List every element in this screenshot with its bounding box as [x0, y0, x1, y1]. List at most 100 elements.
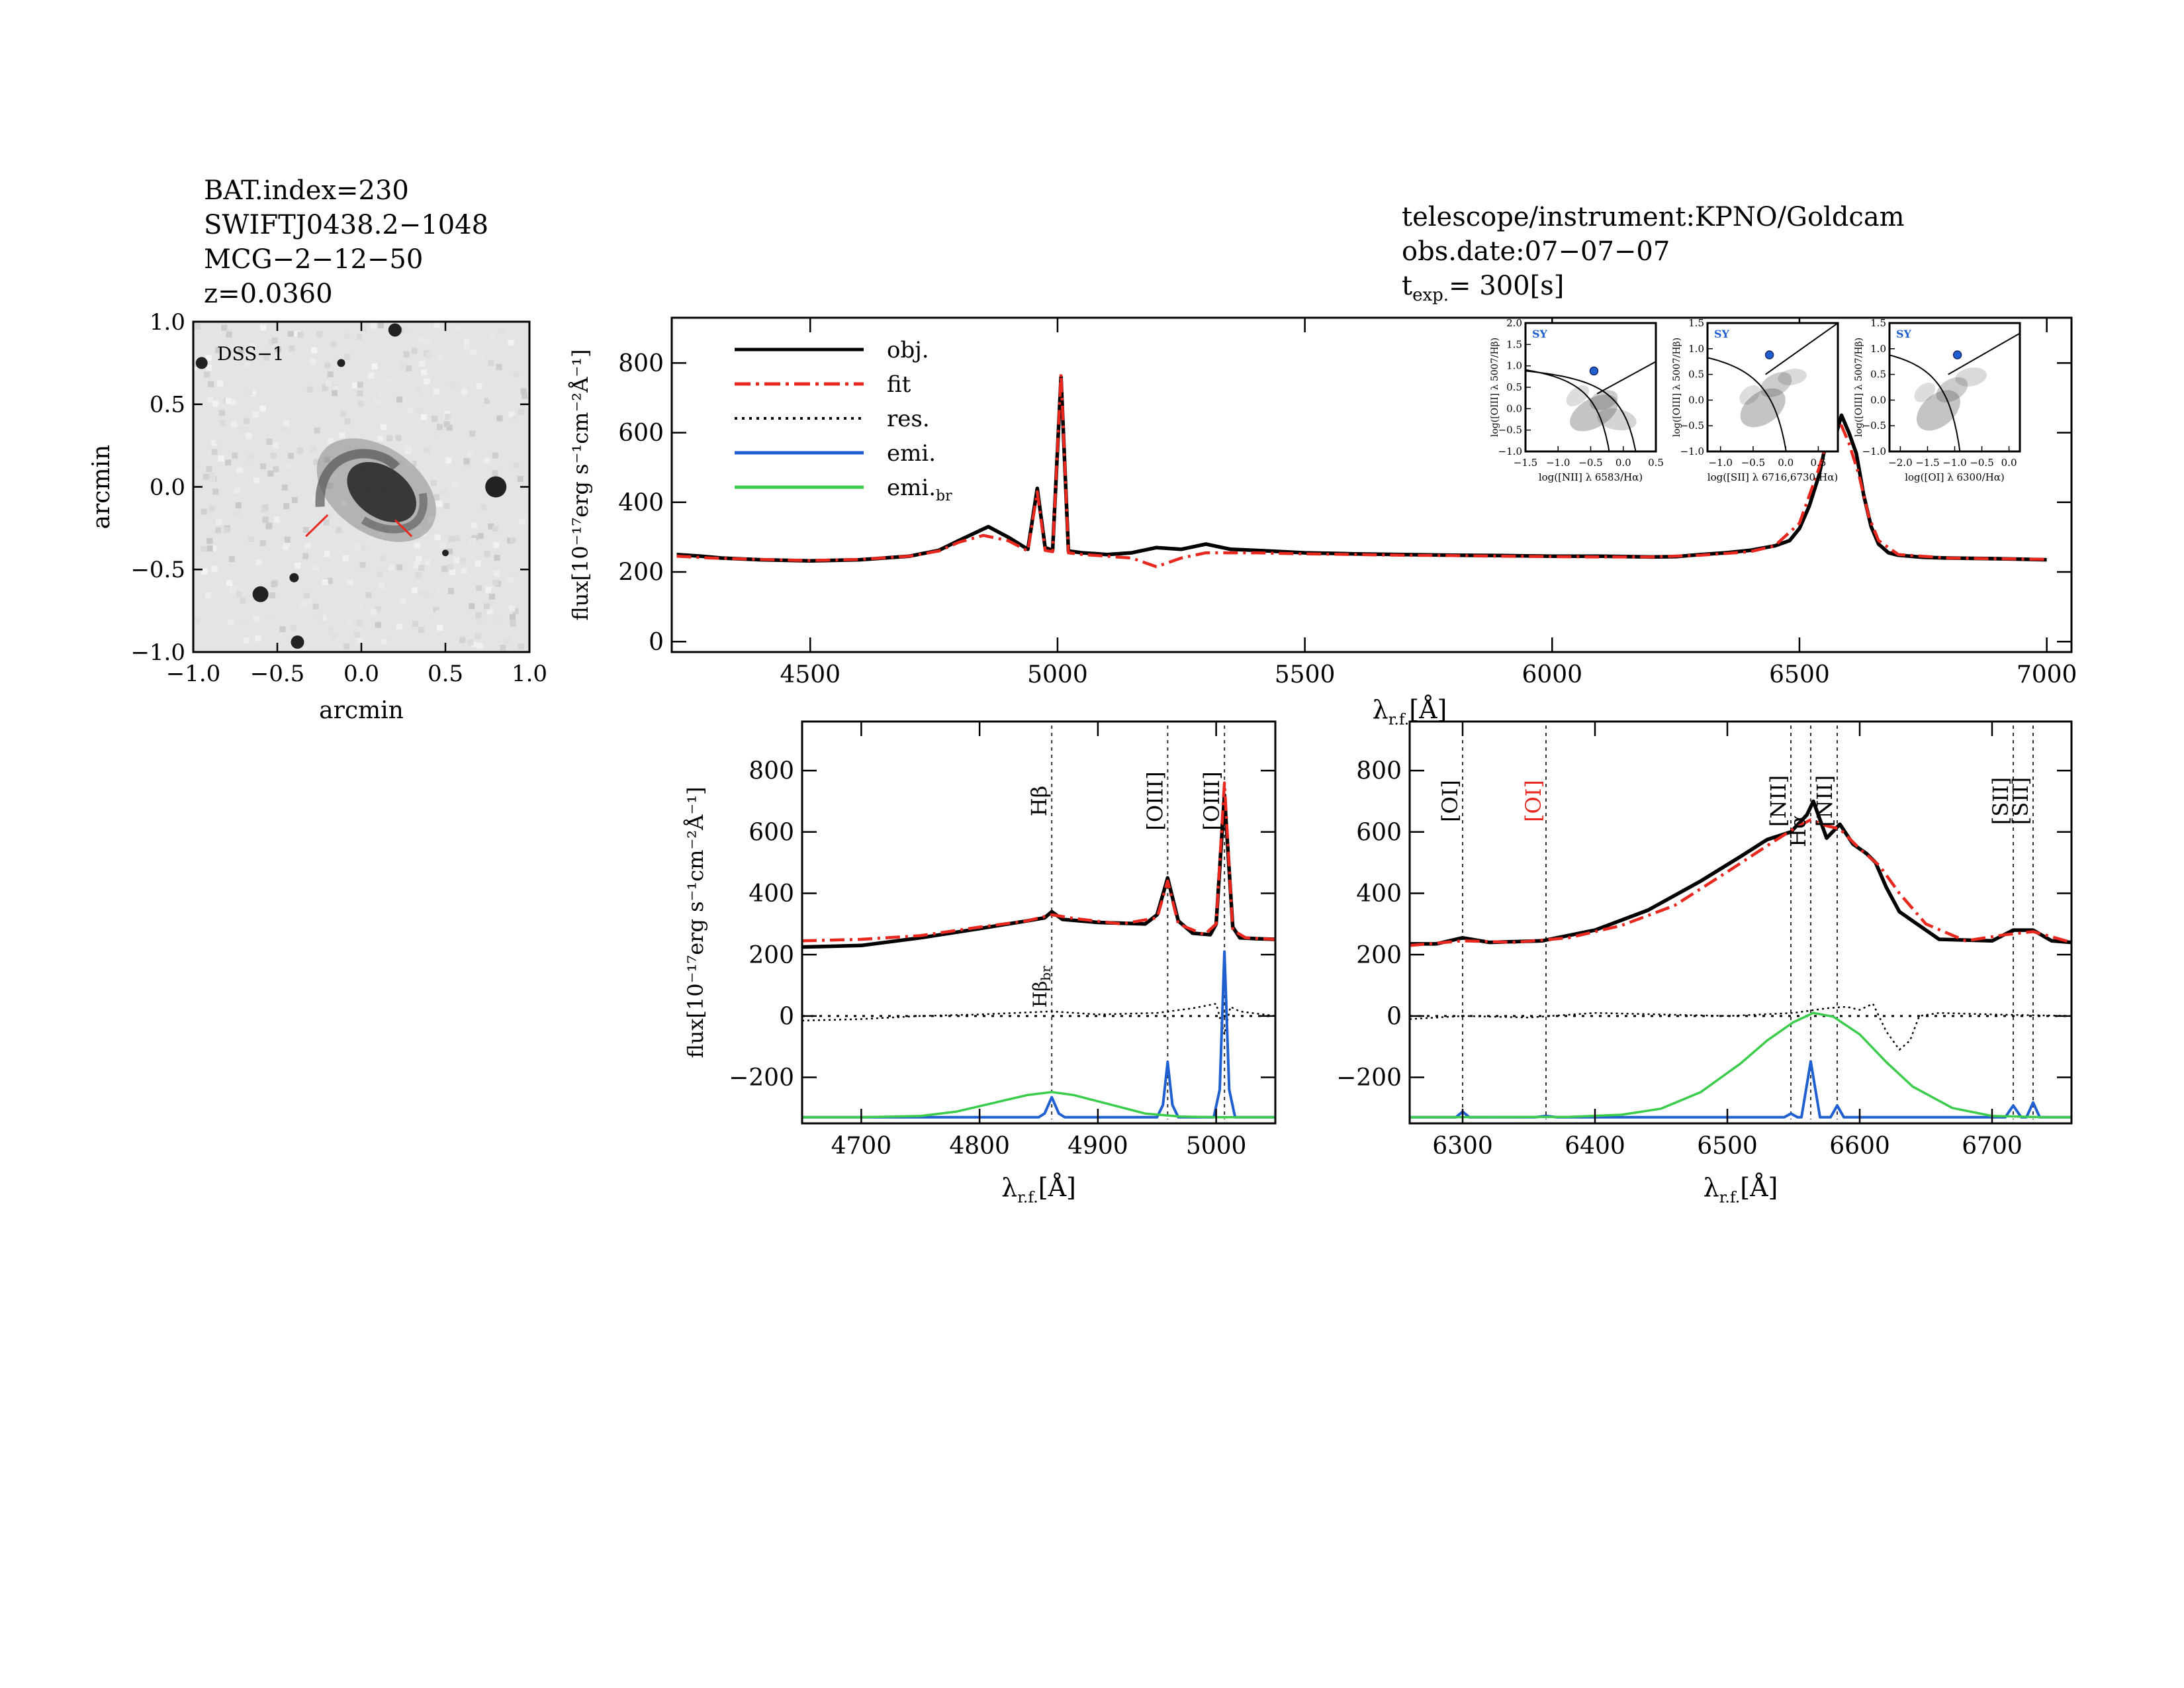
image-pixel — [261, 506, 267, 513]
image-pixel — [375, 622, 381, 628]
bpt_sii-ylabel: log([OIII] λ 5007/Hβ) — [1672, 338, 1682, 437]
image-pixel — [262, 516, 269, 523]
image-pixel — [273, 401, 280, 408]
image-pixel — [424, 447, 430, 453]
main-xlabel-unit: [Å] — [1409, 695, 1447, 724]
star — [337, 359, 345, 367]
image-pixel — [314, 427, 320, 434]
image-pixel — [460, 322, 467, 328]
hbeta-xtick-label: 4900 — [1068, 1133, 1128, 1160]
hbeta-ytick-label: 800 — [749, 758, 794, 785]
image-pixel — [245, 457, 251, 464]
main-xtick-label: 6500 — [1769, 661, 1830, 688]
image-pixel — [380, 392, 387, 399]
dss-image-panel: −1.0 −0.5 0.0 0.5 1.0 −1.0 −0.5 0.0 0.5 1.0 DSS−1 a… — [88, 309, 547, 724]
image-pixel — [229, 587, 236, 594]
image-pixel — [508, 576, 514, 583]
image-pixel — [492, 452, 498, 459]
hbeta-annotation: Hβbr — [1029, 966, 1054, 1008]
image-pixel — [234, 338, 241, 345]
halpha-line-label: Hα — [1786, 814, 1811, 847]
image-pixel — [451, 481, 458, 487]
main-ytick-label: 600 — [618, 420, 664, 447]
image-pixel — [402, 557, 408, 564]
image-pixel — [437, 586, 443, 592]
bpt_nii-ytick-label: 2.0 — [1506, 317, 1522, 329]
slit-mark — [305, 514, 329, 538]
bpt_nii-density-blob — [1589, 390, 1618, 410]
halpha-xlabel-sub: r.f. — [1719, 1188, 1741, 1207]
image-pixel — [513, 371, 520, 378]
hbeta-series-emibr — [802, 1090, 1275, 1119]
legend-label-text: emi. — [887, 440, 936, 467]
image-pixel — [484, 603, 490, 610]
image-pixel — [266, 438, 273, 445]
image-pixel — [381, 424, 387, 430]
image-pixel — [226, 331, 232, 338]
image-pixel — [212, 489, 219, 495]
image-pixel — [215, 527, 222, 534]
bpt_sii-demarcation-line — [1707, 357, 1787, 451]
bpt_sii-xtick-label: −0.5 — [1741, 457, 1765, 469]
image-pixel — [475, 612, 482, 619]
halpha-ytick-label: 800 — [1356, 758, 1402, 785]
image-pixel — [211, 449, 218, 455]
image-xtick-label: −0.5 — [250, 661, 305, 687]
main-frame — [670, 316, 2073, 653]
image-pixel — [317, 614, 324, 621]
image-pixel — [431, 373, 437, 380]
hbeta-line-label: [OIII] — [1142, 771, 1167, 830]
bpt_nii-ylabel: log([OIII] λ 5007/Hβ) — [1490, 338, 1500, 437]
bpt_oi-xtick-label: −0.5 — [1970, 457, 1993, 469]
image-xtick-label: 0.5 — [428, 661, 463, 687]
image-pixel — [357, 390, 363, 397]
image-ytick-label: 0.5 — [150, 392, 185, 418]
bpt_sii-ytick-label: −1.0 — [1680, 445, 1704, 457]
image-pixel — [203, 473, 209, 480]
image-pixel — [260, 463, 267, 469]
image-pixel — [518, 409, 524, 416]
image-pixel — [416, 387, 422, 393]
image-pixel — [283, 503, 290, 510]
image-pixel — [418, 627, 424, 633]
image-pixel — [281, 426, 287, 432]
image-pixel — [297, 332, 304, 338]
image-pixel — [289, 345, 295, 352]
image-pixel — [442, 565, 449, 572]
image-pixel — [357, 381, 363, 388]
halpha-xtick-label: 6300 — [1432, 1133, 1493, 1160]
image-pixel — [403, 351, 410, 357]
bpt_sii-ytick-label: 1.5 — [1688, 317, 1704, 329]
halpha-line-label: [SII] — [1988, 777, 2013, 825]
image-pixel — [309, 358, 316, 365]
image-pixel — [305, 598, 312, 605]
image-pixel — [357, 602, 364, 608]
bpt_sii-density-blob — [1739, 385, 1760, 405]
main-ytick-label: 800 — [618, 350, 664, 377]
image-pixel — [230, 399, 236, 406]
image-pixel — [323, 519, 330, 526]
image-pixel — [396, 624, 402, 630]
image-pixel — [343, 353, 350, 360]
image-pixel — [421, 369, 428, 376]
image-pixel — [248, 536, 254, 543]
image-xtick-label: 0.0 — [343, 661, 379, 687]
image-pixel — [509, 605, 516, 612]
legend-label: obj. — [887, 337, 929, 363]
main-xlabel-sub: r.f. — [1388, 710, 1410, 729]
image-pixel — [316, 331, 323, 338]
image-pixel — [455, 385, 461, 391]
image-pixel — [477, 618, 483, 624]
image-pixel — [236, 467, 243, 474]
image-pixel — [205, 355, 212, 361]
image-pixel — [423, 339, 430, 346]
image-pixel — [259, 405, 266, 412]
main-xlabel: λr.f.[Å] — [1373, 695, 1447, 729]
image-pixel — [255, 635, 261, 641]
image-pixel — [496, 415, 503, 422]
image-pixel — [375, 606, 381, 612]
bpt_sii-tag: SY — [1714, 328, 1730, 340]
halpha-panel: [OI] [OI] [NII]Hα[NII] [SII][SII] 6300 6400 65… — [1336, 720, 2073, 1207]
image-pixel — [215, 470, 222, 477]
image-pixel — [279, 626, 286, 633]
